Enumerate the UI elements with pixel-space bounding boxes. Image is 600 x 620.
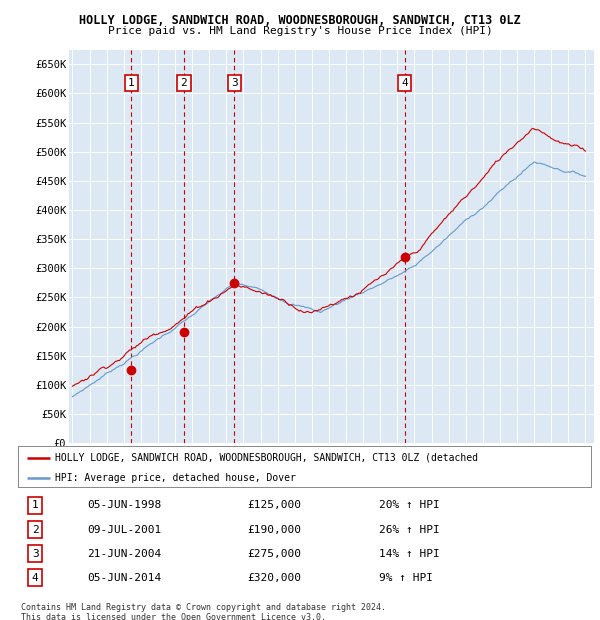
- Text: 05-JUN-2014: 05-JUN-2014: [87, 573, 161, 583]
- Text: Price paid vs. HM Land Registry's House Price Index (HPI): Price paid vs. HM Land Registry's House …: [107, 26, 493, 36]
- Text: 1: 1: [32, 500, 38, 510]
- Text: HOLLY LODGE, SANDWICH ROAD, WOODNESBOROUGH, SANDWICH, CT13 0LZ (detached: HOLLY LODGE, SANDWICH ROAD, WOODNESBOROU…: [55, 453, 478, 463]
- Text: 20% ↑ HPI: 20% ↑ HPI: [379, 500, 440, 510]
- Text: 9% ↑ HPI: 9% ↑ HPI: [379, 573, 433, 583]
- Text: 1: 1: [128, 78, 134, 88]
- Text: HOLLY LODGE, SANDWICH ROAD, WOODNESBOROUGH, SANDWICH, CT13 0LZ: HOLLY LODGE, SANDWICH ROAD, WOODNESBOROU…: [79, 14, 521, 27]
- Text: Contains HM Land Registry data © Crown copyright and database right 2024.
This d: Contains HM Land Registry data © Crown c…: [21, 603, 386, 620]
- Text: £125,000: £125,000: [247, 500, 301, 510]
- Text: 05-JUN-1998: 05-JUN-1998: [87, 500, 161, 510]
- Text: 2: 2: [32, 525, 38, 534]
- Text: 09-JUL-2001: 09-JUL-2001: [87, 525, 161, 534]
- Text: 3: 3: [231, 78, 238, 88]
- Text: 2: 2: [181, 78, 187, 88]
- Text: 4: 4: [401, 78, 408, 88]
- Text: 14% ↑ HPI: 14% ↑ HPI: [379, 549, 440, 559]
- Text: £275,000: £275,000: [247, 549, 301, 559]
- Text: 4: 4: [32, 573, 38, 583]
- Text: 21-JUN-2004: 21-JUN-2004: [87, 549, 161, 559]
- Text: £190,000: £190,000: [247, 525, 301, 534]
- Text: HPI: Average price, detached house, Dover: HPI: Average price, detached house, Dove…: [55, 473, 296, 483]
- Text: £320,000: £320,000: [247, 573, 301, 583]
- Text: 3: 3: [32, 549, 38, 559]
- Text: 26% ↑ HPI: 26% ↑ HPI: [379, 525, 440, 534]
